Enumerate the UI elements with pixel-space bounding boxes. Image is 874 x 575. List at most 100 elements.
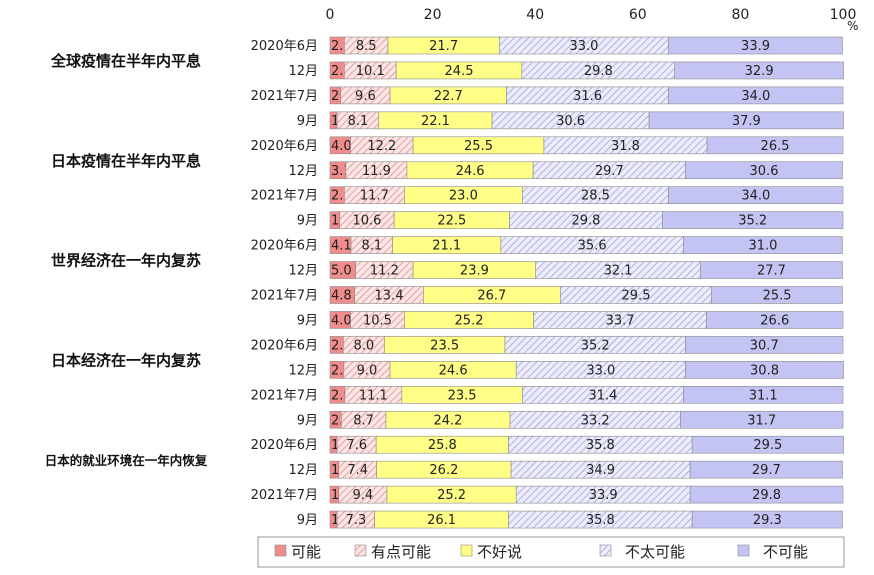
x-tick-label: 40 xyxy=(526,7,544,23)
data-label: 29.8 xyxy=(572,214,601,229)
legend-swatch xyxy=(354,544,367,557)
data-label: 31.6 xyxy=(573,89,602,104)
data-label: 32.1 xyxy=(604,264,633,279)
bars: 2.88.521.733.033.92.810.124.529.832.92.1… xyxy=(329,36,844,529)
data-label: 8.7 xyxy=(353,413,374,428)
data-label: 8.0 xyxy=(354,338,375,353)
data-label: 4.1 xyxy=(331,239,352,254)
x-tick-label: 60 xyxy=(629,7,647,23)
bar-segment xyxy=(711,286,843,304)
category-label: 2020年6月 xyxy=(251,239,318,254)
data-label: 28.5 xyxy=(581,189,610,204)
data-label: 9.4 xyxy=(352,488,373,503)
category-label: 2021年7月 xyxy=(251,189,318,204)
data-label: 23.5 xyxy=(430,338,459,353)
data-label: 12.2 xyxy=(367,139,396,154)
bar-segment xyxy=(700,261,843,279)
legend-swatch xyxy=(737,544,750,557)
category-label: 2020年6月 xyxy=(251,39,318,54)
data-label: 11.9 xyxy=(362,164,391,179)
bar-segment xyxy=(668,36,843,55)
category-label: 2020年6月 xyxy=(251,438,318,453)
data-label: 13.4 xyxy=(375,289,404,304)
data-label: 31.8 xyxy=(611,139,640,154)
data-label: 26.2 xyxy=(429,463,458,478)
x-tick-label: 20 xyxy=(424,7,442,23)
data-label: 34.0 xyxy=(741,89,770,104)
data-label: 33.2 xyxy=(581,413,610,428)
data-label: 27.7 xyxy=(757,264,786,279)
data-label: 10.6 xyxy=(352,214,381,229)
data-label: 30.7 xyxy=(750,338,779,353)
data-label: 34.0 xyxy=(741,189,770,204)
data-label: 8.1 xyxy=(361,239,382,254)
x-axis-ticks: 0 20 40 60 80 100 xyxy=(326,7,857,23)
group-label: 日本的就业环境在一年内恢复 xyxy=(45,453,208,468)
data-label: 31.0 xyxy=(748,239,777,254)
data-label: 26.7 xyxy=(477,289,506,304)
data-label: 29.8 xyxy=(584,64,613,79)
data-label: 24.6 xyxy=(439,363,468,378)
data-label: 25.5 xyxy=(763,289,792,304)
data-label: 30.6 xyxy=(556,114,585,129)
data-label: 25.2 xyxy=(437,488,466,503)
data-label: 24.6 xyxy=(456,164,485,179)
data-label: 35.2 xyxy=(738,214,767,229)
data-label: 21.7 xyxy=(429,39,458,54)
bar-segment xyxy=(689,460,843,479)
data-label: 29.8 xyxy=(752,488,781,503)
bar-segment xyxy=(668,186,844,204)
data-label: 7.3 xyxy=(346,513,367,528)
legend-label: 不好说 xyxy=(477,543,522,561)
data-label: 4.0 xyxy=(331,313,352,328)
category-label: 9月 xyxy=(297,513,318,528)
data-label: 25.2 xyxy=(455,313,484,328)
data-label: 29.3 xyxy=(753,513,782,528)
group-label: 日本经济在一年内复苏 xyxy=(51,351,201,369)
group-labels: 全球疫情在半年内平息日本疫情在半年内平息世界经济在一年内复苏日本经济在一年内复苏… xyxy=(45,52,208,468)
data-label: 26.5 xyxy=(761,139,790,154)
legend-label: 不可能 xyxy=(763,543,808,561)
data-label: 29.5 xyxy=(753,438,782,453)
data-label: 24.5 xyxy=(445,64,474,79)
category-label: 2021年7月 xyxy=(251,289,318,304)
group-label: 日本疫情在半年内平息 xyxy=(51,152,201,170)
data-label: 34.9 xyxy=(586,463,615,478)
bar-segment xyxy=(689,485,844,504)
data-label: 4.0 xyxy=(331,139,352,154)
category-label: 12月 xyxy=(288,363,318,378)
data-label: 11.2 xyxy=(370,264,399,279)
bar-segment xyxy=(706,136,844,155)
data-label: 35.2 xyxy=(581,338,610,353)
data-label: 8.1 xyxy=(348,114,369,129)
data-label: 31.7 xyxy=(747,413,776,428)
category-label: 12月 xyxy=(288,264,318,279)
data-label: 35.8 xyxy=(586,513,615,528)
bar-segment xyxy=(691,435,844,454)
data-label: 9.6 xyxy=(355,89,376,104)
data-label: 32.9 xyxy=(745,64,774,79)
data-label: 33.9 xyxy=(589,488,618,503)
data-label: 26.6 xyxy=(760,313,789,328)
category-label: 9月 xyxy=(297,413,318,428)
data-label: 31.4 xyxy=(588,388,617,403)
category-labels: 2020年6月 12月 2021年7月 9月 2020年6月 12月 2021年7月 9月 20… xyxy=(251,39,318,528)
data-label: 33.0 xyxy=(569,39,598,54)
data-label: 33.0 xyxy=(586,363,615,378)
data-label: 23.5 xyxy=(448,388,477,403)
category-label: 12月 xyxy=(288,164,318,179)
data-label: 30.6 xyxy=(750,164,779,179)
bar-segment xyxy=(668,86,844,105)
data-label: 25.8 xyxy=(428,438,457,453)
category-label: 2020年6月 xyxy=(251,139,318,154)
data-label: 11.1 xyxy=(359,388,388,403)
group-label: 世界经济在一年内复苏 xyxy=(51,252,201,270)
legend-swatch xyxy=(460,544,473,557)
data-label: 23.9 xyxy=(460,264,489,279)
legend-box xyxy=(257,536,845,568)
category-label: 12月 xyxy=(288,463,318,478)
data-label: 7.6 xyxy=(346,438,367,453)
data-label: 10.1 xyxy=(356,64,385,79)
x-tick-label: 80 xyxy=(731,7,749,23)
bar-segment xyxy=(685,336,844,354)
